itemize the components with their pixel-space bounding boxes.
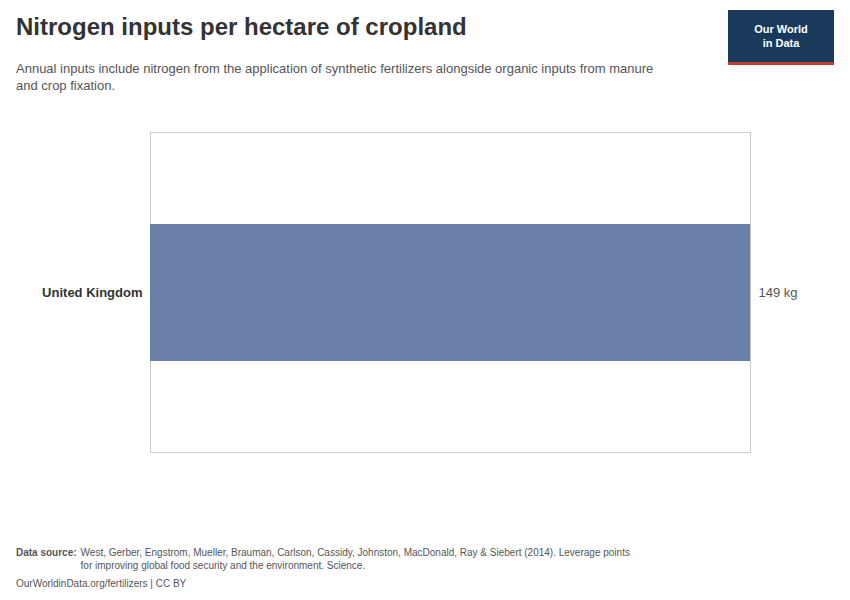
- html-text:Data source: West, Gerber, Eng: Data source: West, Gerber, Engstrom, Mue…: [16, 547, 630, 571]
- svg-text:United Kingdom: United Kingdom: [42, 285, 142, 300]
- html-text:Our World: Our World: [754, 23, 808, 35]
- html-text:in Data: in Data: [762, 37, 800, 49]
- svg-text:149 kg: 149 kg: [759, 285, 798, 300]
- html-text:Nitrogen inputs per hectare of: Nitrogen inputs per hectare of cropland: [16, 13, 467, 40]
- html-text:Annual inputs include nitrogen: Annual inputs include nitrogen from the …: [16, 61, 654, 93]
- html-text:OurWorldinData.org/fertilizers: OurWorldinData.org/fertilizers | CC BY: [16, 578, 187, 589]
